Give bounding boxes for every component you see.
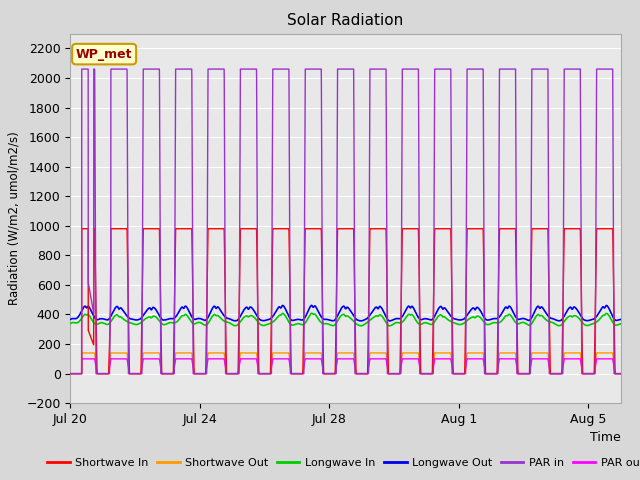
Legend: Shortwave In, Shortwave Out, Longwave In, Longwave Out, PAR in, PAR out: Shortwave In, Shortwave Out, Longwave In… xyxy=(43,453,640,472)
X-axis label: Time: Time xyxy=(590,432,621,444)
Y-axis label: Radiation (W/m2, umol/m2/s): Radiation (W/m2, umol/m2/s) xyxy=(8,132,20,305)
Title: Solar Radiation: Solar Radiation xyxy=(287,13,404,28)
Text: WP_met: WP_met xyxy=(76,48,132,60)
